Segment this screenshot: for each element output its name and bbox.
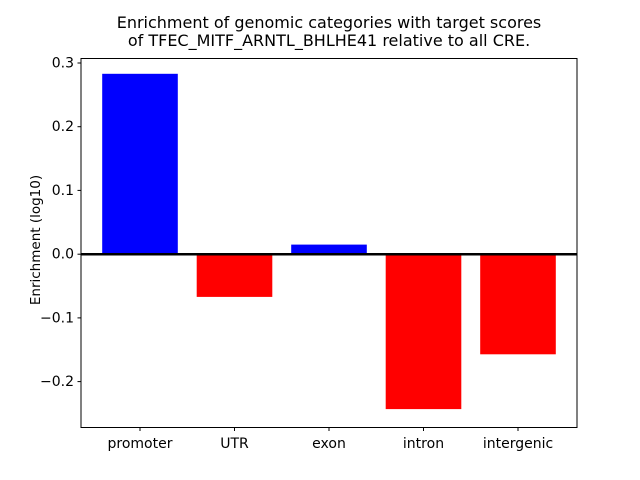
x-tick-label-promoter: promoter (108, 436, 173, 452)
x-tick-label-intergenic: intergenic (483, 436, 553, 452)
x-tick-label-intron: intron (403, 436, 444, 452)
bar-exon (291, 244, 367, 255)
x-tick-label-exon: exon (312, 436, 346, 452)
chart-title-line1: Enrichment of genomic categories with ta… (116, 13, 542, 32)
y-tick-label: 0.1 (52, 183, 74, 199)
y-tick-label: 0.2 (52, 119, 74, 135)
bar-promoter (102, 73, 178, 255)
chart-title: Enrichment of genomic categories with ta… (81, 14, 577, 50)
bar-intergenic (480, 254, 556, 355)
y-tick-label: 0.0 (52, 247, 74, 263)
bar-intron (385, 254, 462, 410)
y-tick-label: −0.1 (40, 310, 74, 326)
x-tick-label-UTR: UTR (220, 436, 249, 452)
y-tick-label: 0.3 (52, 56, 74, 72)
bar-UTR (196, 254, 273, 297)
y-tick-label: −0.2 (40, 374, 74, 390)
chart-title-line2: of TFEC_MITF_ARNTL_BHLHE41 relative to a… (127, 31, 531, 50)
